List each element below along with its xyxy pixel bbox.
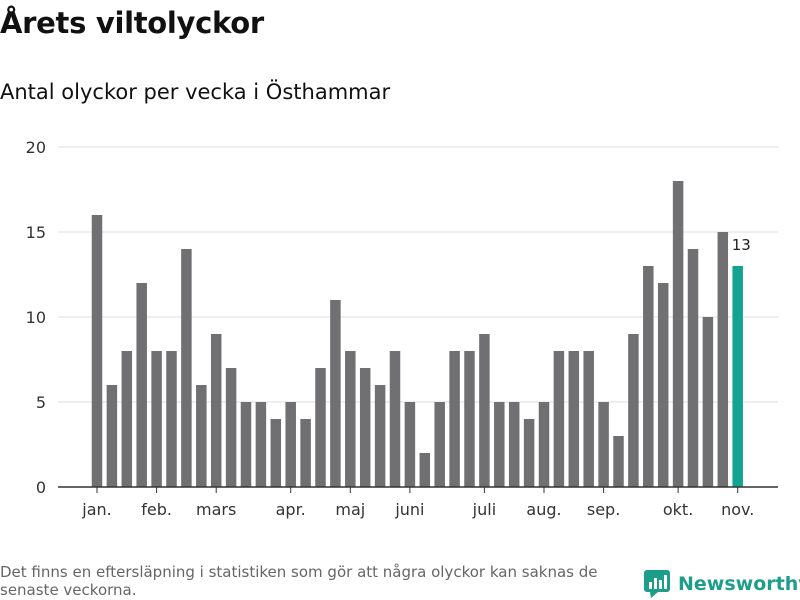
bar	[702, 317, 714, 487]
bar	[91, 215, 103, 487]
bar	[121, 351, 133, 487]
bar	[181, 249, 192, 487]
bar-highlight	[732, 266, 743, 487]
bar	[508, 402, 520, 487]
bar	[449, 351, 460, 487]
chart-subtitle: Antal olyckor per vecka i Östhammar	[0, 80, 391, 104]
bar	[568, 351, 580, 487]
bar	[404, 402, 416, 487]
bar	[374, 385, 386, 487]
bar	[315, 368, 326, 487]
x-tick-label: sep.	[587, 500, 620, 519]
bar	[240, 402, 252, 487]
y-tick-label: 20	[26, 138, 46, 157]
bar	[583, 351, 594, 487]
bar	[479, 334, 490, 487]
bar	[717, 232, 729, 487]
x-tick-label: apr.	[276, 500, 306, 519]
bar	[345, 351, 356, 487]
bar	[285, 402, 296, 487]
bar	[330, 300, 341, 487]
brand-name: Newsworthy	[678, 573, 800, 595]
bar	[300, 419, 311, 487]
bar	[464, 351, 475, 487]
y-tick-label: 0	[36, 478, 46, 497]
y-tick-label: 15	[26, 223, 46, 242]
x-tick-label: juni	[394, 500, 424, 519]
bar	[672, 181, 684, 487]
x-tick-label: maj	[335, 500, 365, 519]
bar	[687, 249, 699, 487]
x-tick-label: nov.	[721, 500, 754, 519]
bar	[613, 436, 624, 487]
y-tick-label: 10	[26, 308, 46, 327]
bar	[359, 368, 371, 487]
bar	[270, 419, 282, 487]
x-tick-label: juli	[472, 500, 496, 519]
bar	[553, 351, 565, 487]
y-tick-label: 5	[36, 393, 46, 412]
bar	[389, 351, 401, 487]
footnote: Det finns en eftersläpning i statistiken…	[0, 563, 598, 599]
bar	[494, 402, 505, 487]
bar	[255, 402, 267, 487]
bar	[657, 283, 669, 487]
bar	[136, 283, 147, 487]
bar	[196, 385, 207, 487]
bar	[166, 351, 177, 487]
x-tick-label: okt.	[663, 500, 693, 519]
bar	[538, 402, 550, 487]
x-tick-label: aug.	[526, 500, 561, 519]
bar	[434, 402, 445, 487]
data-label: 13	[732, 236, 751, 254]
bar	[419, 453, 431, 487]
bar	[210, 334, 222, 487]
x-tick-label: jan.	[81, 500, 111, 519]
bar	[598, 402, 609, 487]
x-tick-label: feb.	[141, 500, 172, 519]
newsworthy-icon	[644, 570, 670, 598]
x-tick-label: mars	[196, 500, 236, 519]
chart-title: Årets viltolyckor	[0, 6, 264, 40]
bar	[628, 334, 639, 487]
bar	[643, 266, 654, 487]
bar	[151, 351, 162, 487]
newsworthy-logo: Newsworthy	[644, 570, 800, 598]
bar	[225, 368, 237, 487]
bar	[106, 385, 118, 487]
bar-chart: 0 5 10 15 20 jan. feb. mars apr. maj juni juli aug. s…	[26, 138, 778, 519]
bar	[523, 419, 535, 487]
